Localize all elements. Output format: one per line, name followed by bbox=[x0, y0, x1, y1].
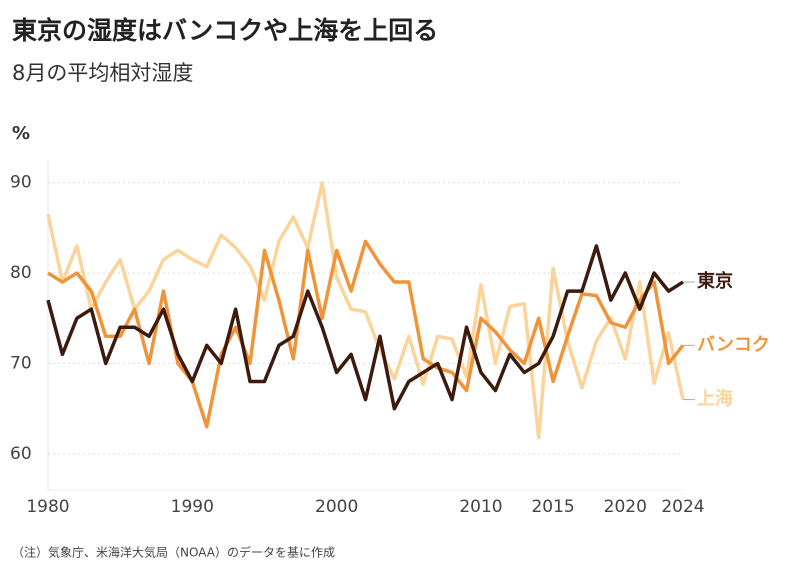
x-tick-label: 2010 bbox=[459, 497, 502, 517]
y-tick-label: 60 bbox=[10, 444, 32, 464]
y-tick-label: 70 bbox=[10, 353, 32, 373]
chart-title: 東京の湿度はバンコクや上海を上回る bbox=[12, 16, 438, 45]
source-note: （注）気象庁、米海洋大気局（NOAA）のデータを基に作成 bbox=[12, 545, 335, 560]
x-tick-label: 2020 bbox=[604, 497, 647, 517]
y-tick-label: 80 bbox=[10, 263, 32, 283]
y-axis-label: % bbox=[12, 123, 30, 144]
y-tick-label: 90 bbox=[10, 173, 32, 193]
x-tick-label: 2024 bbox=[661, 497, 704, 517]
x-tick-label: 1980 bbox=[26, 497, 69, 517]
series-label: バンコク bbox=[697, 334, 770, 355]
series-label: 上海 bbox=[697, 388, 733, 410]
x-tick-label: 2015 bbox=[531, 497, 574, 517]
series-label: 東京 bbox=[697, 270, 733, 292]
series-line bbox=[46, 180, 685, 440]
series-line bbox=[47, 239, 685, 429]
x-tick-label: 1990 bbox=[171, 497, 214, 517]
series-line bbox=[46, 244, 684, 411]
x-tick-label: 2000 bbox=[315, 497, 358, 517]
chart-subtitle: 8月の平均相対湿度 bbox=[12, 61, 193, 85]
